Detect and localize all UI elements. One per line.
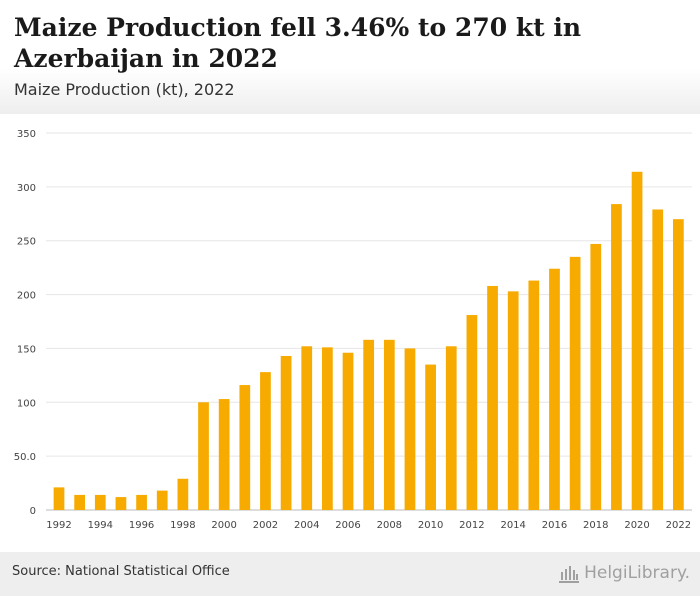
bar-2006: [342, 352, 354, 510]
bar-2011: [445, 346, 457, 510]
y-tick-label: 200: [17, 291, 36, 302]
source-note: Source: National Statistical Office: [12, 564, 230, 579]
y-tick-label: 300: [17, 183, 36, 194]
bar-2003: [280, 355, 292, 510]
chart-subtitle: Maize Production (kt), 2022: [14, 80, 235, 99]
x-tick-label: 2002: [253, 520, 278, 531]
x-tick-label: 1998: [170, 520, 195, 531]
bar-2015: [528, 280, 540, 510]
bar-1996: [136, 494, 147, 510]
x-tick-label: 1992: [46, 520, 71, 531]
bar-1992: [53, 487, 65, 510]
bar-2018: [590, 243, 602, 510]
bar-2022: [672, 219, 684, 510]
bar-2002: [260, 372, 271, 510]
bar-2012: [466, 315, 478, 510]
bar-2014: [507, 291, 519, 510]
x-tick-label: 2016: [542, 520, 567, 531]
y-tick-label: 0: [30, 506, 36, 517]
bar-2020: [631, 171, 643, 510]
bar-chart: 0 50.0 100 150 200 250 300 350 1992 1994 1996 1998 2…: [14, 129, 692, 531]
bar-1998: [177, 478, 189, 510]
bar-2019: [611, 204, 622, 510]
x-tick-label: 2008: [377, 520, 402, 531]
bar-1995: [115, 497, 127, 510]
bar-1999: [198, 402, 209, 510]
x-tick-label: 2010: [418, 520, 443, 531]
library-building-icon: [559, 566, 580, 583]
y-tick-label: 100: [17, 398, 36, 409]
y-tick-label: 50.0: [14, 452, 36, 463]
x-tick-label: 2000: [211, 520, 236, 531]
bar-1994: [94, 494, 106, 510]
x-tick-label: 2006: [335, 520, 360, 531]
y-tick-label: 350: [17, 129, 36, 140]
brand-logo[interactable]: HelgiLibrary.: [558, 560, 690, 586]
x-tick-label: 2012: [459, 520, 484, 531]
bar-1997: [156, 490, 168, 510]
x-tick-label: 2022: [666, 520, 691, 531]
bar-2021: [652, 209, 664, 510]
x-tick-label: 2004: [294, 520, 319, 531]
x-tick-label: 1996: [129, 520, 154, 531]
bar-2007: [363, 339, 375, 510]
x-tick-label: 2020: [624, 520, 649, 531]
brand-name: HelgiLibrary.: [584, 563, 690, 583]
x-tick-label: 2018: [583, 520, 608, 531]
bar-2009: [404, 348, 416, 510]
bar-2013: [487, 285, 498, 510]
bar-2004: [301, 346, 313, 510]
bar-2008: [383, 339, 395, 510]
chart-title: Maize Production fell 3.46% to 270 kt in…: [14, 13, 582, 73]
chart-header: Maize Production fell 3.46% to 270 kt in…: [0, 0, 700, 114]
chart-footer: Source: National Statistical Office Helg…: [0, 552, 700, 596]
bar-2001: [239, 385, 251, 510]
bar-2017: [569, 256, 581, 510]
bar-2010: [425, 364, 436, 510]
y-tick-label: 250: [17, 237, 36, 248]
bar-1993: [74, 494, 86, 510]
bar-2016: [549, 268, 560, 510]
bar-2000: [218, 399, 230, 510]
x-tick-label: 2014: [500, 520, 525, 531]
x-tick-label: 1994: [88, 520, 113, 531]
y-tick-label: 150: [17, 344, 36, 355]
bar-2005: [322, 347, 333, 510]
